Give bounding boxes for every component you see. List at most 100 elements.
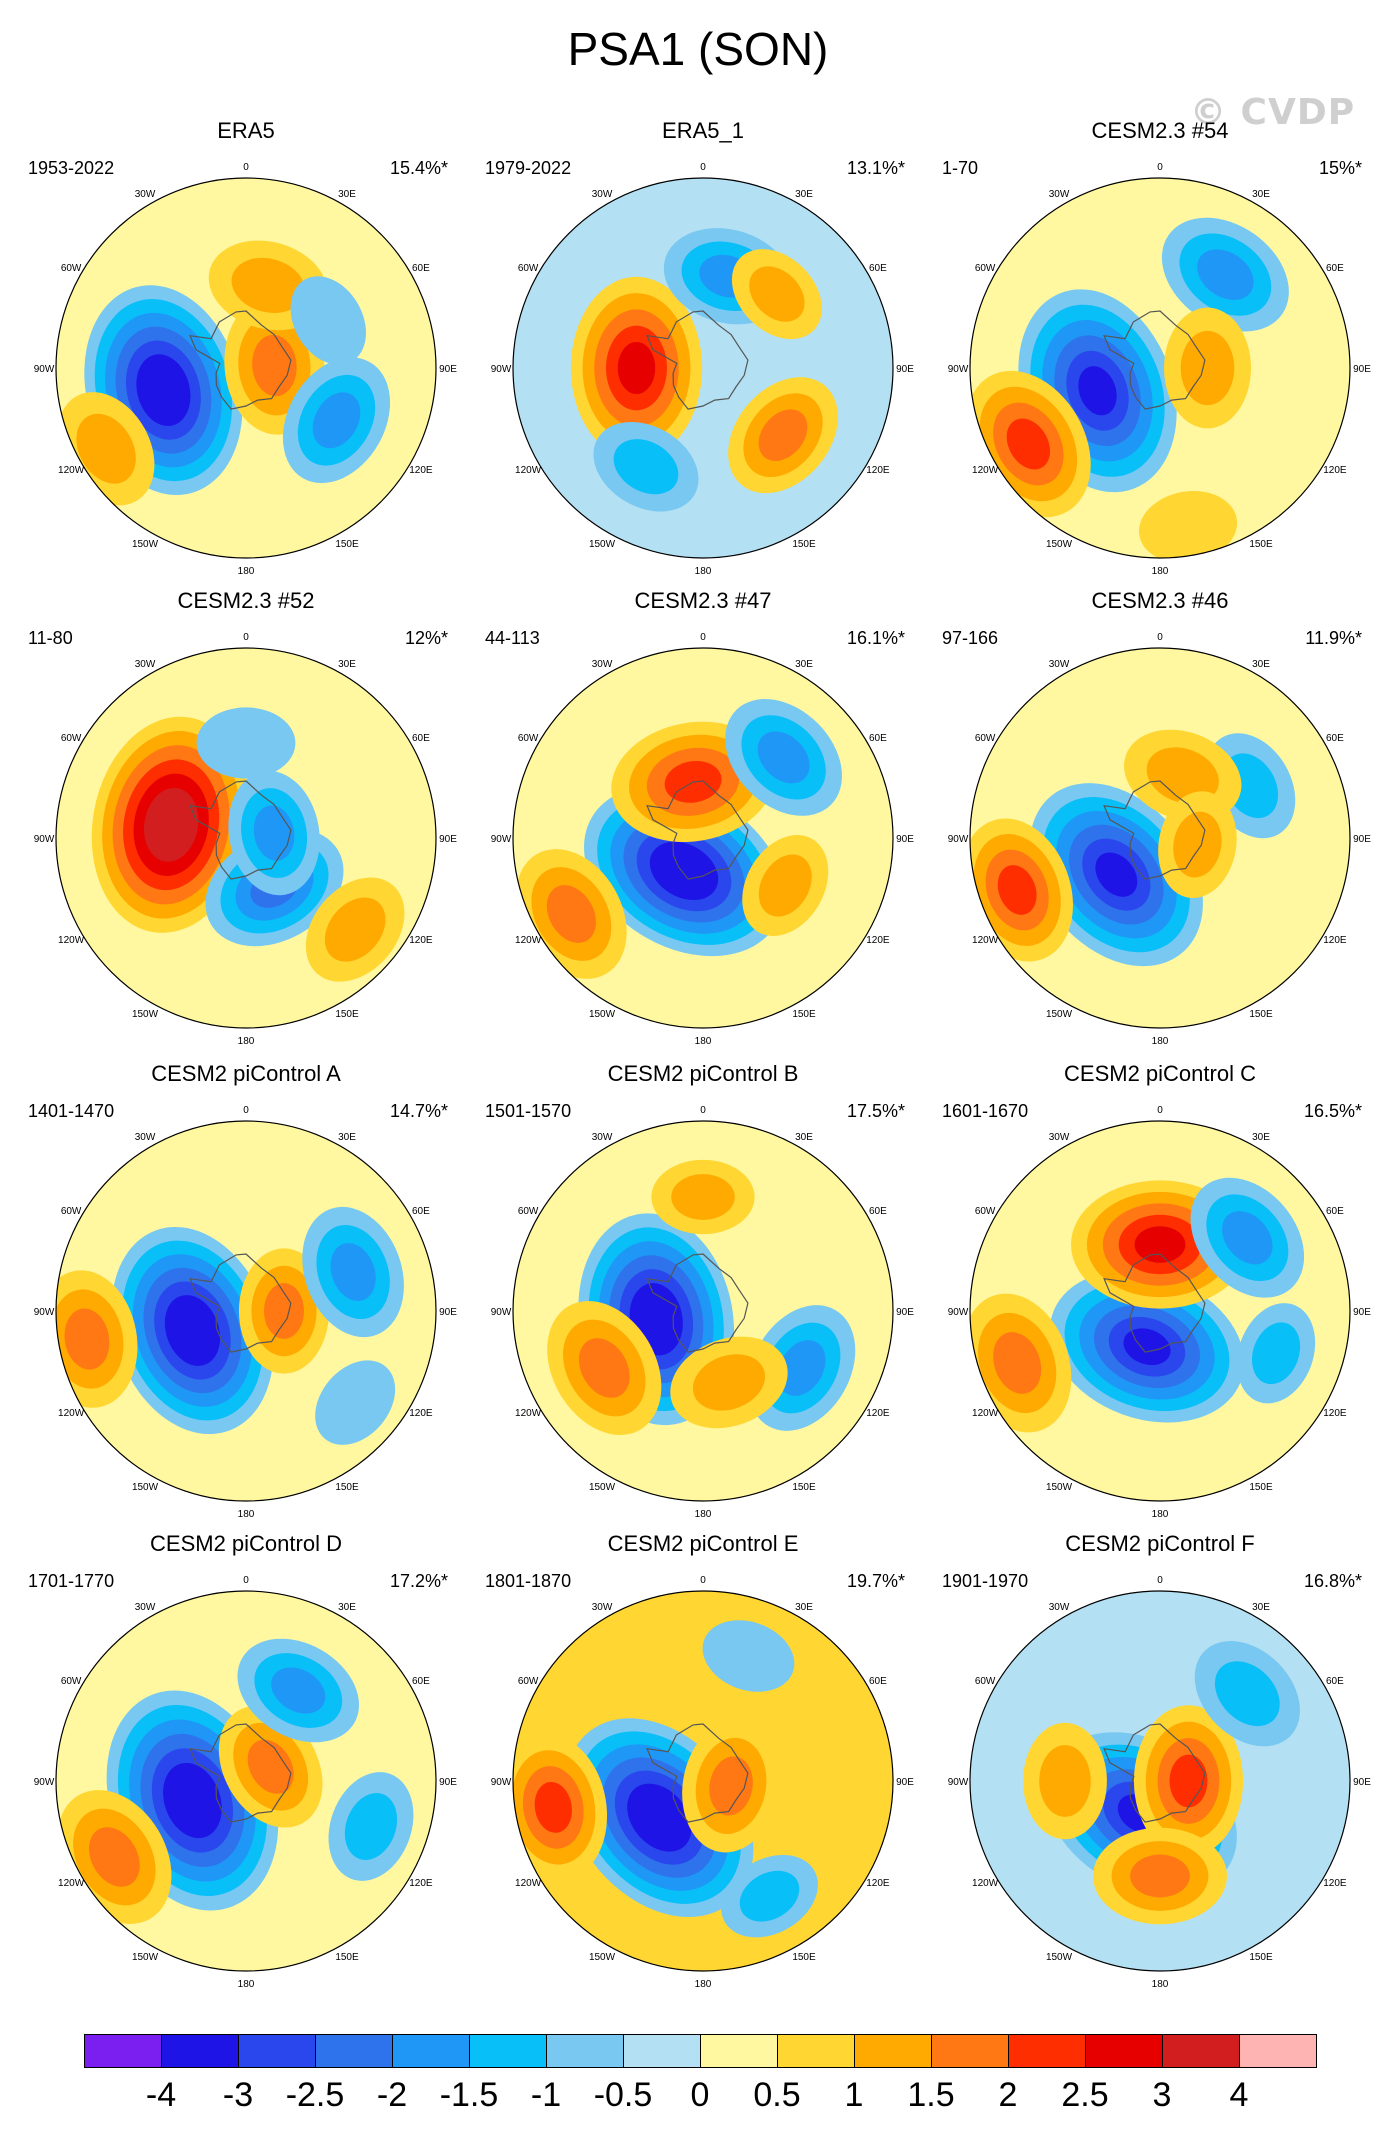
longitude-label: 30E bbox=[1252, 1132, 1270, 1143]
panel-variance-pct: 16.1%* bbox=[846, 628, 905, 648]
contour-fill bbox=[146, 368, 181, 413]
polar-map: 0 30E 60E 90E 120E 150E 180 150W 120W 90W 60W 30W bbox=[948, 632, 1372, 1047]
longitude-label: 90E bbox=[896, 1777, 914, 1788]
map-boundary bbox=[55, 1120, 437, 1502]
longitude-label: 60E bbox=[869, 733, 887, 744]
polar-map: 0 30E 60E 90E 120E 150E 180 150W 120W 90W 60W 30W bbox=[948, 1105, 1372, 1520]
longitude-label: 180 bbox=[695, 1979, 712, 1990]
contour-fill bbox=[247, 1739, 294, 1794]
colorbar-tick-label: 2.5 bbox=[1061, 2076, 1109, 2114]
contour-fill bbox=[1134, 1226, 1186, 1263]
map-panel: CESM2.3 #52 11-80 12%* 0 30E 60E 90E 120E 150E 18… bbox=[14, 588, 478, 1064]
longitude-label: 0 bbox=[243, 1105, 249, 1116]
panel-variance-pct: 16.8%* bbox=[1303, 1571, 1362, 1591]
antarctica-coastline bbox=[1103, 1723, 1206, 1823]
longitude-label: 60W bbox=[61, 733, 82, 744]
polar-map: 0 30E 60E 90E 120E 150E 180 150W 120W 90W 60W 30W bbox=[491, 632, 915, 1047]
colorbar-swatch bbox=[931, 2034, 1009, 2068]
polar-map: 0 30E 60E 90E 120E 150E 180 150W 120W 90W 60W 30W bbox=[491, 162, 915, 577]
longitude-label: 180 bbox=[1152, 566, 1169, 577]
longitude-label: 150W bbox=[589, 539, 616, 550]
contour-fill bbox=[324, 897, 386, 962]
colorbar-swatch bbox=[854, 2034, 932, 2068]
colorbar-swatch bbox=[1162, 2034, 1240, 2068]
longitude-label: 30E bbox=[338, 189, 356, 200]
contour-fill bbox=[330, 1243, 376, 1301]
polar-map: 0 30E 60E 90E 120E 150E 180 150W 120W 90W 60W 30W bbox=[948, 162, 1372, 577]
longitude-label: 120W bbox=[58, 465, 85, 476]
colorbar-tick-label: -0.5 bbox=[593, 2076, 653, 2114]
contour-fill bbox=[662, 852, 706, 889]
longitude-label: 60W bbox=[61, 1206, 82, 1217]
contour-fill bbox=[1173, 811, 1222, 878]
contour-fill bbox=[702, 1620, 795, 1692]
colorbar-swatch bbox=[315, 2034, 393, 2068]
longitude-label: 30W bbox=[592, 189, 613, 200]
panel-period: 11-80 bbox=[28, 628, 73, 648]
longitude-label: 180 bbox=[238, 1979, 255, 1990]
longitude-label: 90E bbox=[439, 1307, 457, 1318]
longitude-label: 150E bbox=[335, 1009, 359, 1020]
longitude-label: 30W bbox=[135, 1132, 156, 1143]
contour-fill bbox=[534, 1781, 572, 1833]
longitude-label: 150W bbox=[132, 1482, 159, 1493]
longitude-label: 60W bbox=[975, 263, 996, 274]
polar-map: 0 30E 60E 90E 120E 150E 180 150W 120W 90W 60W 30W bbox=[34, 162, 458, 577]
longitude-label: 0 bbox=[700, 1575, 706, 1586]
longitude-label: 30E bbox=[795, 1132, 813, 1143]
longitude-label: 30E bbox=[338, 1602, 356, 1613]
contour-fill bbox=[315, 1360, 396, 1445]
panel-period: 1-70 bbox=[942, 158, 979, 178]
contour-fill bbox=[1130, 1854, 1190, 1898]
longitude-label: 150W bbox=[132, 1952, 159, 1963]
panel-variance-pct: 12%* bbox=[404, 628, 448, 648]
longitude-label: 150E bbox=[1249, 1482, 1273, 1493]
polar-map: 0 30E 60E 90E 120E 150E 180 150W 120W 90W 60W 30W bbox=[34, 1575, 458, 1990]
antarctica-coastline bbox=[1103, 780, 1206, 880]
contour-fill bbox=[1180, 330, 1235, 406]
longitude-label: 0 bbox=[700, 162, 706, 173]
longitude-label: 120E bbox=[1323, 1408, 1347, 1419]
longitude-label: 60E bbox=[869, 263, 887, 274]
longitude-label: 150W bbox=[132, 1009, 159, 1020]
map-boundary bbox=[55, 1590, 437, 1972]
panel-title: CESM2.3 #47 bbox=[634, 588, 772, 613]
panel-period: 44-113 bbox=[485, 628, 540, 648]
longitude-label: 120W bbox=[972, 1408, 999, 1419]
contour-fill bbox=[231, 257, 305, 313]
longitude-label: 120E bbox=[866, 1408, 890, 1419]
contour-fill bbox=[1123, 1328, 1171, 1366]
longitude-label: 150W bbox=[589, 1482, 616, 1493]
longitude-label: 180 bbox=[238, 1036, 255, 1047]
panel-title: CESM2.3 #46 bbox=[1091, 588, 1229, 613]
map-boundary bbox=[512, 647, 894, 1029]
colorbar-tick-label: -4 bbox=[145, 2076, 177, 2114]
antarctica-coastline bbox=[646, 310, 749, 410]
map-boundary bbox=[969, 647, 1351, 1029]
longitude-label: 120E bbox=[1323, 465, 1347, 476]
longitude-label: 120E bbox=[409, 935, 433, 946]
panel-title: ERA5_1 bbox=[662, 118, 744, 143]
longitude-label: 120W bbox=[58, 1878, 85, 1889]
contour-fill bbox=[1006, 418, 1051, 470]
colorbar-swatch bbox=[777, 2034, 855, 2068]
panel-period: 1401-1470 bbox=[28, 1101, 115, 1121]
panel-title: CESM2 piControl D bbox=[150, 1531, 342, 1556]
longitude-label: 180 bbox=[238, 1509, 255, 1520]
longitude-label: 120E bbox=[866, 465, 890, 476]
longitude-label: 60E bbox=[1326, 1206, 1344, 1217]
longitude-label: 30W bbox=[592, 1602, 613, 1613]
longitude-label: 150E bbox=[792, 1482, 816, 1493]
longitude-label: 0 bbox=[243, 1575, 249, 1586]
contour-fill bbox=[1078, 366, 1117, 416]
map-panel: CESM2 piControl B 1501-1570 17.5%* 0 30E 60E 9… bbox=[471, 1061, 935, 1537]
colorbar-swatch bbox=[623, 2034, 701, 2068]
longitude-label: 150E bbox=[335, 1482, 359, 1493]
longitude-label: 150W bbox=[589, 1952, 616, 1963]
contour-fill bbox=[76, 413, 136, 484]
polar-map: 0 30E 60E 90E 120E 150E 180 150W 120W 90W 60W 30W bbox=[34, 632, 458, 1047]
longitude-label: 90W bbox=[948, 834, 969, 845]
longitude-label: 90E bbox=[1353, 834, 1371, 845]
polar-map: 0 30E 60E 90E 120E 150E 180 150W 120W 90W 60W 30W bbox=[948, 1575, 1372, 1990]
panel-period: 1601-1670 bbox=[942, 1101, 1029, 1121]
